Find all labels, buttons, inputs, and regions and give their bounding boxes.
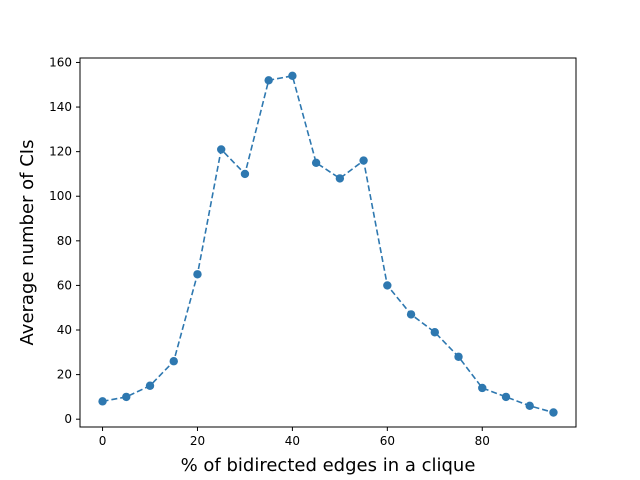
data-point: [478, 383, 487, 393]
data-point: [335, 174, 345, 183]
x-tick-label: 60: [380, 434, 395, 448]
y-tick-label: 20: [57, 368, 72, 382]
data-point: [549, 408, 558, 417]
series-line: [102, 74, 554, 414]
data-point: [145, 381, 155, 390]
data-point: [501, 392, 511, 402]
axes-frame: [79, 57, 577, 428]
x-tick-label: 0: [99, 434, 107, 448]
data-point: [264, 76, 273, 85]
x-axis: 0 20 40 60 80: [99, 427, 490, 448]
y-tick-label: 140: [49, 100, 72, 114]
plot-area: [98, 71, 558, 417]
y-tick-label: 160: [49, 55, 72, 69]
y-tick-label: 0: [64, 412, 72, 426]
y-tick-label: 60: [57, 278, 72, 292]
data-point: [406, 310, 416, 319]
x-axis-label: % of bidirected edges in a clique: [181, 455, 476, 476]
data-point: [288, 71, 297, 81]
data-point: [430, 328, 439, 337]
y-tick-label: 120: [49, 145, 72, 159]
data-point: [454, 352, 463, 361]
data-point: [383, 281, 392, 290]
y-tick-label: 40: [57, 323, 72, 337]
data-point: [122, 392, 131, 402]
data-point: [193, 270, 202, 279]
data-point: [217, 145, 226, 154]
data-point: [240, 169, 250, 179]
x-tick-label: 80: [475, 434, 490, 448]
y-axis: 0 20 40 60 80 100 120 140 160: [49, 55, 80, 426]
data-point: [169, 357, 178, 366]
y-axis-label: Average number of CIs: [17, 140, 38, 346]
data-point: [98, 397, 107, 406]
data-point: [525, 401, 534, 411]
y-tick-label: 100: [49, 189, 72, 203]
x-tick-label: 20: [190, 434, 205, 448]
data-point: [359, 156, 368, 165]
data-point: [311, 158, 321, 167]
x-tick-label: 40: [285, 434, 300, 448]
y-tick-label: 80: [57, 234, 72, 248]
